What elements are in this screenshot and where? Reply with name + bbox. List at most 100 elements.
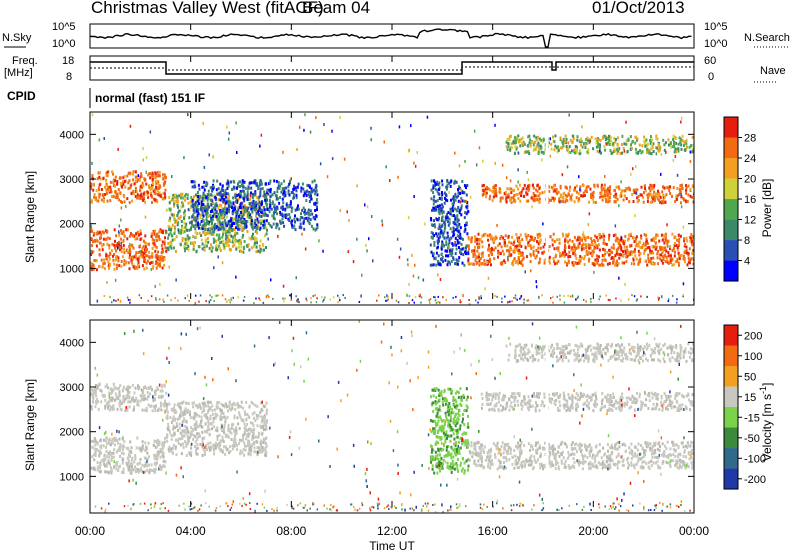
- scatter-cell: [160, 408, 163, 412]
- scatter-cell: [159, 255, 162, 259]
- scatter-cell: [219, 198, 222, 202]
- scatter-cell: [250, 219, 253, 223]
- scatter-cell: [448, 190, 450, 194]
- scatter-cell: [435, 302, 438, 304]
- scatter-cell: [221, 261, 224, 265]
- scatter-cell: [512, 140, 515, 144]
- scatter-cell: [513, 249, 516, 253]
- scatter-cell: [213, 266, 215, 270]
- scatter-cell: [538, 234, 541, 238]
- scatter-cell: [148, 255, 151, 259]
- scatter-cell: [232, 218, 235, 222]
- scatter-cell: [387, 295, 389, 298]
- scatter-cell: [111, 242, 114, 246]
- scatter-cell: [109, 451, 112, 455]
- scatter-cell: [315, 214, 318, 218]
- scatter-cell: [631, 139, 634, 143]
- scatter-cell: [135, 467, 138, 471]
- scatter-cell: [437, 295, 439, 298]
- scatter-cell: [671, 249, 674, 253]
- scatter-cell: [205, 196, 208, 200]
- scatter-cell: [572, 252, 575, 256]
- scatter-cell: [90, 253, 93, 256]
- scatter-cell: [562, 144, 565, 148]
- scatter-cell: [585, 142, 588, 146]
- scatter-cell: [237, 208, 240, 212]
- scatter-cell: [679, 188, 682, 192]
- scatter-cell: [487, 276, 490, 280]
- scatter-cell: [672, 137, 674, 141]
- scatter-cell: [262, 194, 265, 198]
- y-tick-label: 4000: [60, 129, 84, 141]
- scatter-cell: [112, 382, 115, 386]
- scatter-cell: [225, 240, 228, 244]
- scatter-cell: [465, 221, 468, 225]
- scatter-cell: [451, 230, 454, 234]
- scatter-cell: [464, 211, 467, 214]
- scatter-cell: [159, 185, 162, 189]
- scatter-cell: [106, 454, 109, 458]
- scatter-cell: [120, 237, 123, 241]
- scatter-cell: [243, 199, 246, 203]
- scatter-cell: [99, 388, 102, 392]
- scatter-cell: [259, 299, 261, 302]
- scatter-cell: [689, 159, 692, 163]
- scatter-cell: [630, 244, 633, 248]
- scatter-cell: [361, 273, 363, 277]
- scatter-cell: [250, 194, 252, 198]
- scatter-cell: [671, 257, 674, 261]
- scatter-cell: [518, 183, 521, 187]
- scatter-cell: [652, 236, 655, 240]
- scatter-cell: [456, 218, 459, 222]
- scatter-cell: [229, 229, 232, 232]
- scatter-cell: [514, 294, 517, 297]
- scatter-cell: [145, 447, 148, 451]
- scatter-cell: [523, 142, 526, 146]
- scatter-cell: [300, 189, 303, 193]
- scatter-cell: [622, 250, 624, 253]
- scatter-cell: [458, 211, 461, 215]
- scatter-cell: [230, 297, 232, 300]
- scatter-cell: [455, 247, 458, 251]
- scatter-cell: [608, 134, 610, 138]
- scatter-cell: [205, 223, 207, 227]
- scatter-cell: [323, 298, 325, 301]
- scatter-cell: [243, 218, 246, 221]
- scatter-cell: [524, 246, 527, 250]
- scatter-cell: [180, 452, 183, 456]
- scatter-cell: [684, 257, 686, 261]
- scatter-cell: [432, 263, 435, 267]
- scatter-cell: [103, 438, 105, 442]
- scatter-cell: [566, 194, 569, 198]
- scatter-cell: [689, 239, 692, 243]
- scatter-cell: [537, 250, 540, 254]
- scatter-cell: [129, 184, 132, 188]
- scatter-cell: [147, 455, 150, 459]
- scatter-cell: [444, 258, 447, 262]
- scatter-cell: [678, 263, 680, 267]
- scatter-cell: [661, 190, 664, 194]
- scatter-cell: [507, 192, 510, 196]
- scatter-cell: [527, 178, 530, 182]
- scatter-cell: [488, 197, 491, 201]
- scatter-cell: [181, 239, 184, 243]
- scatter-cell: [169, 244, 172, 248]
- scatter-cell: [187, 248, 190, 252]
- scatter-cell: [162, 463, 165, 467]
- scatter-cell: [115, 266, 118, 270]
- scatter-cell: [123, 440, 126, 444]
- scatter-cell: [592, 250, 595, 254]
- scatter-cell: [633, 262, 636, 266]
- scatter-cell: [677, 142, 680, 146]
- scatter-cell: [251, 196, 254, 200]
- scatter-cell: [242, 213, 245, 217]
- scatter-cell: [208, 231, 210, 235]
- scatter-cell: [520, 190, 523, 194]
- scatter-cell: [216, 248, 219, 252]
- scatter-cell: [456, 262, 459, 266]
- scatter-cell: [178, 217, 181, 221]
- scatter-cell: [517, 140, 520, 144]
- scatter-cell: [154, 439, 156, 443]
- scatter-cell: [589, 187, 592, 191]
- scatter-cell: [593, 247, 596, 251]
